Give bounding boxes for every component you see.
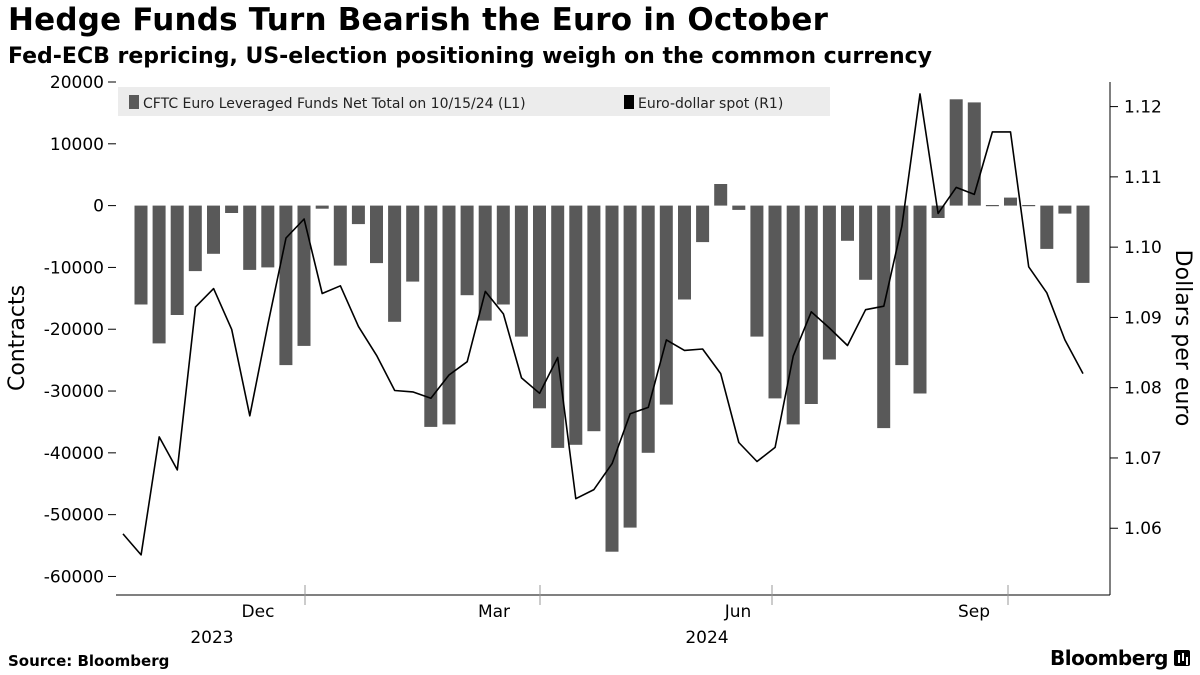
x-label-year-2024: 2024 [685, 628, 728, 648]
net-positioning-bar [967, 102, 981, 206]
net-positioning-bar [243, 205, 257, 270]
chart-title: Hedge Funds Turn Bearish the Euro in Oct… [8, 2, 829, 38]
x-label-dec: Dec [242, 602, 275, 622]
net-positioning-bar [768, 205, 782, 399]
legend-background [118, 87, 830, 116]
right-axis-title: Dollars per euro [1170, 250, 1195, 427]
chart-subtitle: Fed-ECB repricing, US-election positioni… [8, 44, 933, 69]
left-axis-tick-label: -10000 [44, 258, 104, 278]
net-positioning-bar [370, 205, 383, 264]
net-positioning-bar [678, 205, 691, 300]
net-positioning-bar [859, 205, 873, 280]
net-positioning-bar [460, 205, 474, 296]
net-positioning-bar [207, 205, 220, 254]
net-positioning-bar [587, 205, 601, 432]
net-positioning-bar [732, 205, 746, 210]
net-positioning-bar [152, 205, 166, 344]
right-axis-tick-label: 1.09 [1124, 308, 1162, 328]
net-positioning-bar [1040, 205, 1054, 249]
x-label-jun: Jun [724, 602, 752, 622]
source-note: Source: Bloomberg [8, 652, 170, 670]
x-label-mar: Mar [478, 602, 510, 622]
net-positioning-bar [424, 205, 438, 427]
net-positioning-bar [985, 205, 999, 207]
net-positioning-bar [170, 205, 184, 315]
x-label-sep: Sep [958, 602, 990, 622]
net-positioning-bar [514, 205, 528, 337]
net-positioning-bar [478, 205, 492, 321]
left-axis-tick-label: -60000 [44, 567, 104, 587]
right-axis-tick-label: 1.10 [1124, 238, 1162, 258]
net-positioning-bar [750, 205, 764, 337]
brand-wordmark: Bloomberg [1050, 646, 1168, 670]
net-positioning-bar [333, 205, 347, 266]
legend-swatch-bars [129, 95, 139, 109]
net-positioning-bar [641, 205, 655, 453]
left-axis-tick-label: -20000 [44, 320, 104, 340]
net-positioning-bar [659, 205, 673, 405]
net-positioning-bar [841, 205, 854, 241]
net-positioning-bar [315, 205, 329, 209]
net-positioning-bar [913, 205, 927, 394]
left-axis-tick-label: 0 [93, 197, 104, 217]
left-axis-tick-label: -50000 [44, 506, 104, 526]
legend-label-line: Euro-dollar spot (R1) [638, 96, 783, 112]
net-positioning-bar [1022, 205, 1036, 207]
net-positioning-bar [714, 184, 728, 206]
net-positioning-bar [406, 205, 420, 282]
net-positioning-bar [225, 205, 239, 213]
right-axis-tick-label: 1.06 [1124, 519, 1162, 539]
net-positioning-bar [134, 205, 148, 305]
net-positioning-bar [786, 205, 800, 425]
net-positioning-bar [496, 205, 510, 305]
net-positioning-bar [1004, 197, 1017, 206]
bloomberg-logo: Bloomberg [1050, 646, 1190, 670]
bloomberg-terminal-icon [1174, 650, 1190, 666]
net-positioning-bar [1076, 205, 1090, 283]
net-positioning-bar [949, 99, 963, 206]
legend-swatch-line [624, 95, 634, 109]
net-positioning-bar [533, 205, 546, 409]
x-label-year-2023: 2023 [190, 628, 233, 648]
eurusd-line [122, 93, 1084, 556]
net-positioning-bar [877, 205, 891, 429]
left-axis-tick-label: -40000 [44, 444, 104, 464]
net-positioning-bar [279, 205, 293, 366]
net-positioning-bar [442, 205, 456, 425]
left-axis-tick-label: 10000 [50, 135, 104, 155]
net-positioning-bar [623, 205, 637, 528]
legend-label-bars: CFTC Euro Leveraged Funds Net Total on 1… [143, 96, 526, 112]
left-axis-tick-label: 20000 [50, 73, 104, 93]
net-positioning-bar [1058, 205, 1072, 214]
net-positioning-bar [551, 205, 565, 448]
net-positioning-bar [388, 205, 402, 322]
net-positioning-bar [605, 205, 619, 552]
net-positioning-bar [188, 205, 202, 272]
net-positioning-bar [804, 205, 818, 404]
net-positioning-bar [569, 205, 583, 445]
left-axis-tick-label: -30000 [44, 382, 104, 402]
right-axis-tick-label: 1.11 [1124, 168, 1162, 188]
right-axis-tick-label: 1.12 [1124, 98, 1162, 118]
net-positioning-bar [297, 205, 311, 346]
net-positioning-bar [261, 205, 275, 268]
net-positioning-bar [696, 205, 710, 243]
net-positioning-bar [822, 205, 836, 360]
right-axis-tick-label: 1.08 [1124, 379, 1162, 399]
right-axis-tick-label: 1.07 [1124, 449, 1162, 469]
net-positioning-bar [351, 205, 365, 225]
left-axis-title: Contracts [5, 285, 30, 391]
net-positioning-bar [895, 205, 909, 366]
